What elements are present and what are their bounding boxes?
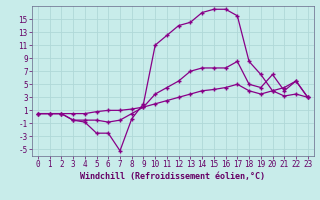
X-axis label: Windchill (Refroidissement éolien,°C): Windchill (Refroidissement éolien,°C) — [80, 172, 265, 181]
